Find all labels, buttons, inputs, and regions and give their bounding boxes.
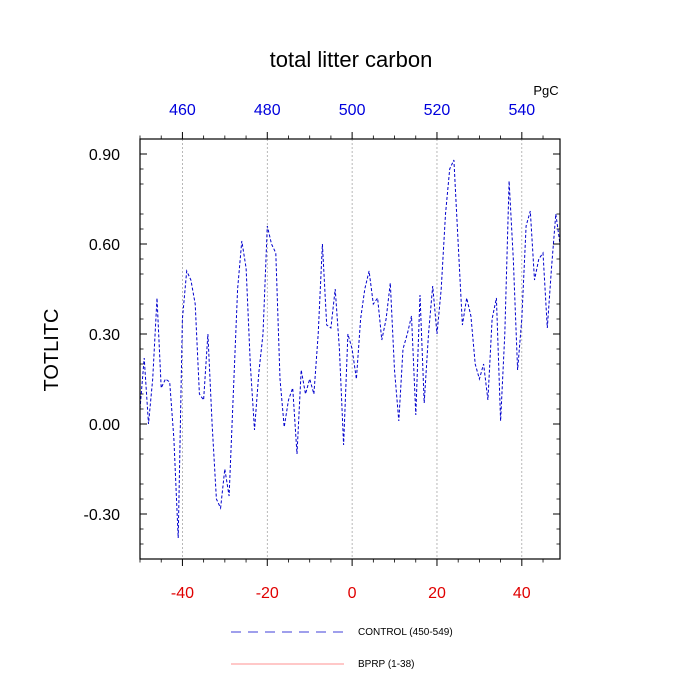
x-tick-label-top: 520 — [424, 102, 451, 119]
chart-title: total litter carbon — [270, 47, 433, 72]
series-lines — [139, 159, 561, 539]
x-tick-label-top: 480 — [254, 102, 281, 119]
x-tick-label-bottom: 20 — [428, 585, 446, 602]
plot-border — [139, 138, 561, 560]
x-tick-label-bottom: -40 — [171, 585, 194, 602]
y-axis-label: TOTLITC — [41, 309, 63, 392]
x-tick-label-bottom: 0 — [348, 585, 357, 602]
legend-label-0: CONTROL (450-549) — [358, 627, 453, 638]
x-tick-label-top: 500 — [339, 102, 366, 119]
legend-label-1: BPRP (1-38) — [358, 659, 415, 670]
y-tick-label: 0.60 — [89, 237, 120, 254]
y-tick-label: 0.30 — [89, 327, 120, 344]
y-tick-label: 0.00 — [89, 417, 120, 434]
x-tick-label-bottom: -20 — [256, 585, 279, 602]
series-line-0 — [139, 159, 561, 539]
gridlines — [182, 139, 523, 559]
top-axis-units: PgC — [533, 83, 558, 98]
plot-frame — [139, 138, 561, 560]
x-tick-label-bottom: 40 — [513, 585, 531, 602]
axes: -0.30 0.00 0.30 0.60 0.90 -40 -20 0 20 40 460 480 50… — [84, 102, 560, 602]
x-tick-label-top: 540 — [508, 102, 535, 119]
x-tick-label-top: 460 — [169, 102, 196, 119]
y-tick-label: -0.30 — [84, 507, 121, 524]
y-tick-label: 0.90 — [89, 147, 120, 164]
legend: CONTROL (450-549) BPRP (1-38) — [231, 627, 453, 670]
